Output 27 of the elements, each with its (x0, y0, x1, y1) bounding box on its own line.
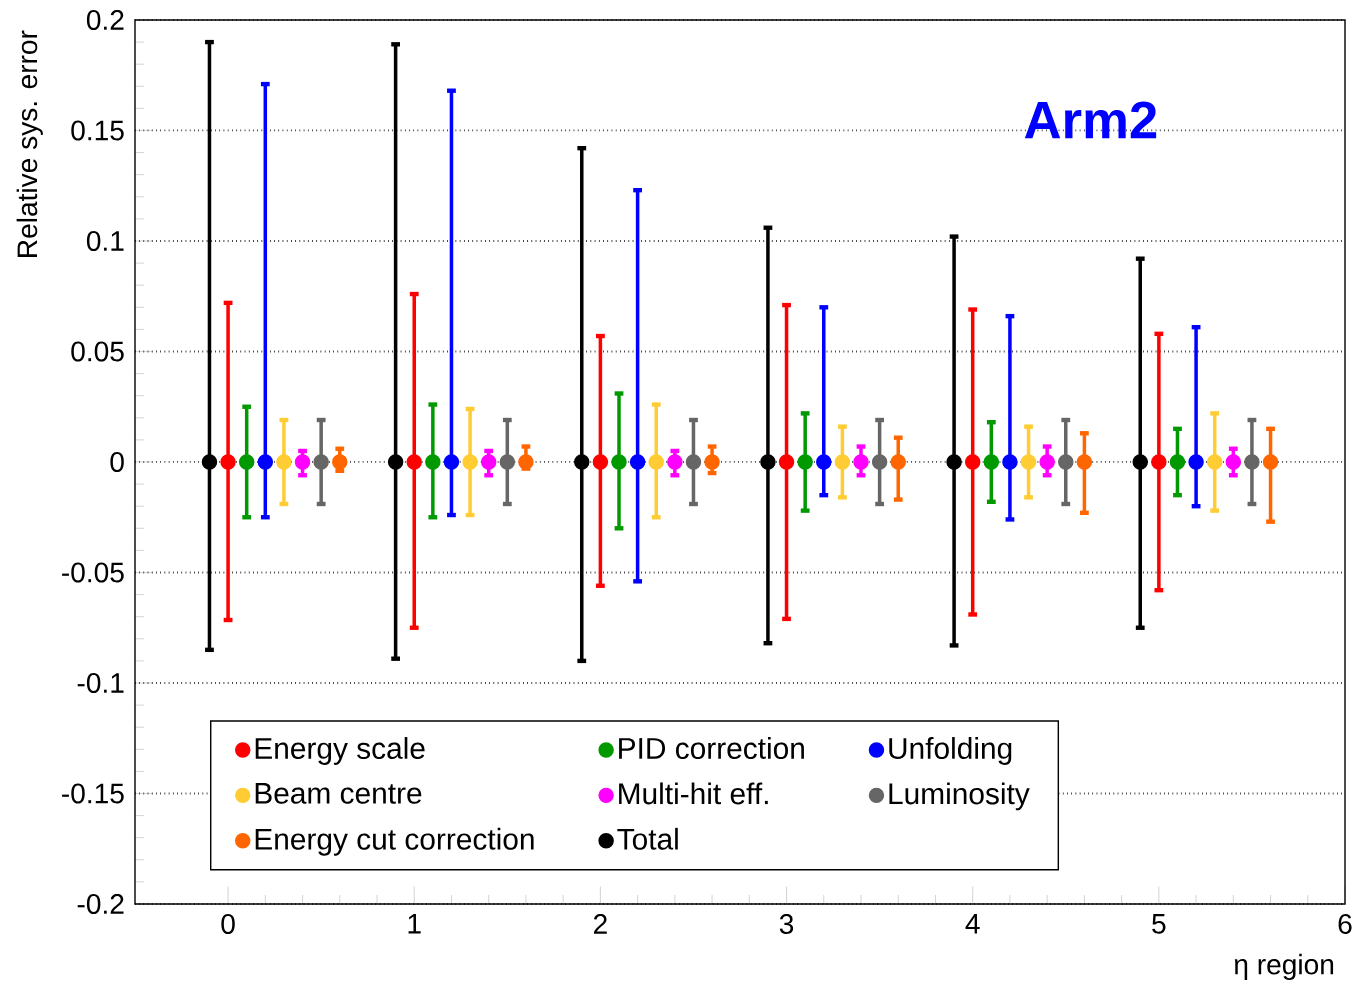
x-tick-label: 4 (965, 914, 980, 934)
x-tick-label: 1 (408, 914, 421, 934)
x-tick-label: 5 (1152, 914, 1166, 934)
annotation: Arm2 (1024, 101, 1157, 139)
y-tick-label: -0.05 (62, 562, 124, 583)
y-tick-label: 0.2 (86, 10, 124, 30)
x-tick-label: 3 (779, 914, 794, 934)
x-tick-label: 6 (1338, 914, 1352, 934)
x-axis-title: η region (1234, 953, 1334, 981)
y-tick-label: -0.2 (77, 894, 124, 914)
y-tick-label: 0 (110, 452, 124, 472)
legend-label: Total (617, 827, 678, 850)
y-tick-label: 0.05 (71, 341, 124, 362)
legend-label: PID correction (619, 737, 804, 759)
legend-label: Unfolding (889, 737, 1012, 765)
legend-label: Energy cut correction (255, 827, 534, 856)
y-tick-label: 0.15 (71, 120, 124, 141)
y-tick-label: 0.1 (86, 231, 124, 251)
x-tick-label: 0 (221, 914, 235, 934)
legend-label: Energy scale (255, 737, 425, 765)
y-axis-title: Relative sys. error (16, 30, 43, 257)
legend-label: Multi-hit eff. (619, 782, 768, 805)
y-tick-label: -0.1 (77, 673, 124, 693)
y-tick-label: -0.15 (62, 783, 124, 804)
x-tick-label: 2 (593, 914, 607, 934)
legend-label: Beam centre (255, 782, 422, 804)
legend-label: Luminosity (889, 782, 1030, 811)
